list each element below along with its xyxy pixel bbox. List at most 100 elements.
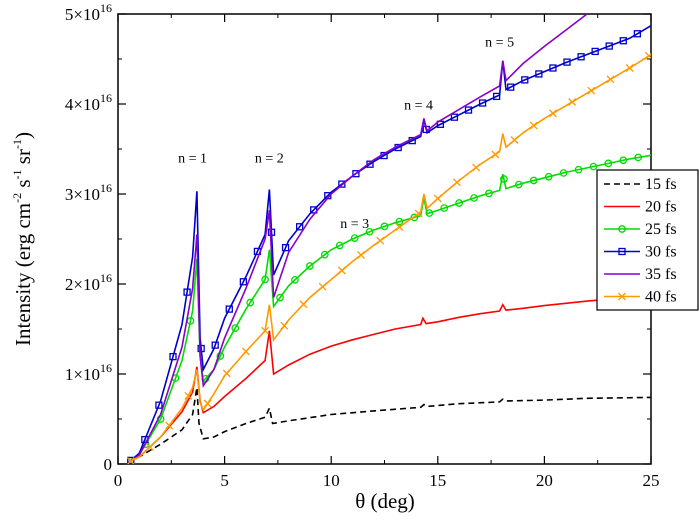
series-marker <box>126 457 135 464</box>
series-marker <box>625 64 634 72</box>
series-marker <box>510 136 519 144</box>
series-marker <box>395 223 404 231</box>
series-40-fs <box>126 51 651 464</box>
series-marker <box>604 159 613 168</box>
peak-annotation: n = 3 <box>340 217 369 232</box>
series-marker <box>225 305 233 313</box>
series-marker <box>365 227 374 236</box>
series-marker <box>455 199 463 207</box>
series-marker <box>318 282 327 291</box>
series-marker <box>261 326 270 335</box>
legend-marker <box>618 292 626 301</box>
legend-label: 15 fs <box>645 176 677 193</box>
x-tick-label: 25 <box>643 471 660 490</box>
legend-item: 15 fs <box>604 176 677 193</box>
series-marker <box>548 109 557 118</box>
series-marker <box>559 169 568 177</box>
series-marker <box>425 209 434 217</box>
series-marker <box>514 180 523 189</box>
legend: 15 fs 20 fs 25 fs 30 fs 35 fs 40 fs <box>596 169 699 311</box>
y-tick-label: 3×1016 <box>65 181 112 204</box>
y-tick-label: 5×1016 <box>65 1 112 24</box>
series-marker <box>203 399 212 408</box>
series-marker <box>350 234 359 242</box>
series-marker <box>644 51 651 60</box>
series-marker <box>291 276 299 284</box>
series-marker <box>376 236 385 245</box>
x-tick-label: 5 <box>220 471 229 490</box>
series-marker <box>433 194 442 203</box>
series-marker <box>605 42 613 50</box>
series-marker <box>222 369 231 378</box>
series-marker <box>395 217 404 226</box>
series-15-fs <box>128 387 651 463</box>
legend-item: 25 fs <box>604 221 677 238</box>
series-marker <box>453 178 461 187</box>
legend-label: 35 fs <box>645 266 677 283</box>
series-35-fs <box>128 14 588 463</box>
series-line <box>128 25 651 463</box>
series-marker <box>544 172 553 181</box>
x-tick-label: 15 <box>429 471 446 490</box>
series-marker <box>352 170 360 178</box>
legend-item: 40 fs <box>604 289 677 306</box>
series-marker <box>529 176 538 185</box>
y-tick-label: 2×1016 <box>65 271 112 294</box>
series-marker <box>169 352 177 361</box>
series-marker <box>280 321 289 330</box>
series-marker <box>619 37 627 45</box>
series-marker <box>267 228 276 236</box>
legend-box <box>596 169 699 311</box>
series-marker <box>491 150 500 159</box>
legend-label: 40 fs <box>645 289 677 306</box>
series-marker <box>507 83 515 91</box>
series-marker <box>295 223 304 231</box>
series-marker <box>619 156 628 165</box>
y-axis-title: Intensity (erg cm-2 s-1 sr-1) <box>10 132 35 346</box>
peak-annotation: n = 4 <box>404 98 433 113</box>
series-marker <box>563 58 571 66</box>
series-marker <box>337 266 346 275</box>
series-marker <box>338 180 346 188</box>
x-tick-label: 0 <box>114 471 123 490</box>
series-marker <box>606 75 615 84</box>
series-marker <box>464 106 473 114</box>
legend-label: 30 fs <box>645 244 677 261</box>
peak-annotation: n = 5 <box>485 35 514 50</box>
series-marker <box>299 300 308 309</box>
series-marker <box>261 275 269 284</box>
series-line <box>128 387 651 463</box>
series-marker <box>276 293 284 302</box>
series-marker <box>246 298 255 307</box>
series-marker <box>450 113 459 121</box>
series-marker <box>634 153 643 162</box>
series-marker <box>633 30 642 38</box>
series-marker <box>183 288 191 296</box>
series-marker <box>587 86 596 95</box>
series-layer <box>126 14 651 464</box>
legend-item: 35 fs <box>604 266 677 283</box>
series-30-fs <box>127 25 651 464</box>
series-marker <box>492 92 501 101</box>
series-marker <box>500 175 508 183</box>
series-marker <box>380 222 389 231</box>
series-marker <box>357 251 366 259</box>
series-marker <box>281 243 290 252</box>
y-tick-label: 0 <box>104 455 113 474</box>
series-marker <box>577 53 585 61</box>
series-marker <box>440 204 449 212</box>
annotation-layer: n = 1 n = 2 n = 3 n = 4 n = 5 <box>178 35 514 232</box>
legend-marker <box>618 247 626 256</box>
series-marker <box>535 70 543 78</box>
series-marker <box>485 189 493 198</box>
series-marker <box>231 324 240 332</box>
x-tick-label: 10 <box>323 471 340 490</box>
series-marker <box>241 347 250 356</box>
y-tick-label: 4×1016 <box>65 91 112 114</box>
series-marker <box>197 344 205 353</box>
series-marker <box>165 421 174 430</box>
series-marker <box>335 241 344 250</box>
series-marker <box>211 341 219 349</box>
x-tick-label: 20 <box>536 471 553 490</box>
